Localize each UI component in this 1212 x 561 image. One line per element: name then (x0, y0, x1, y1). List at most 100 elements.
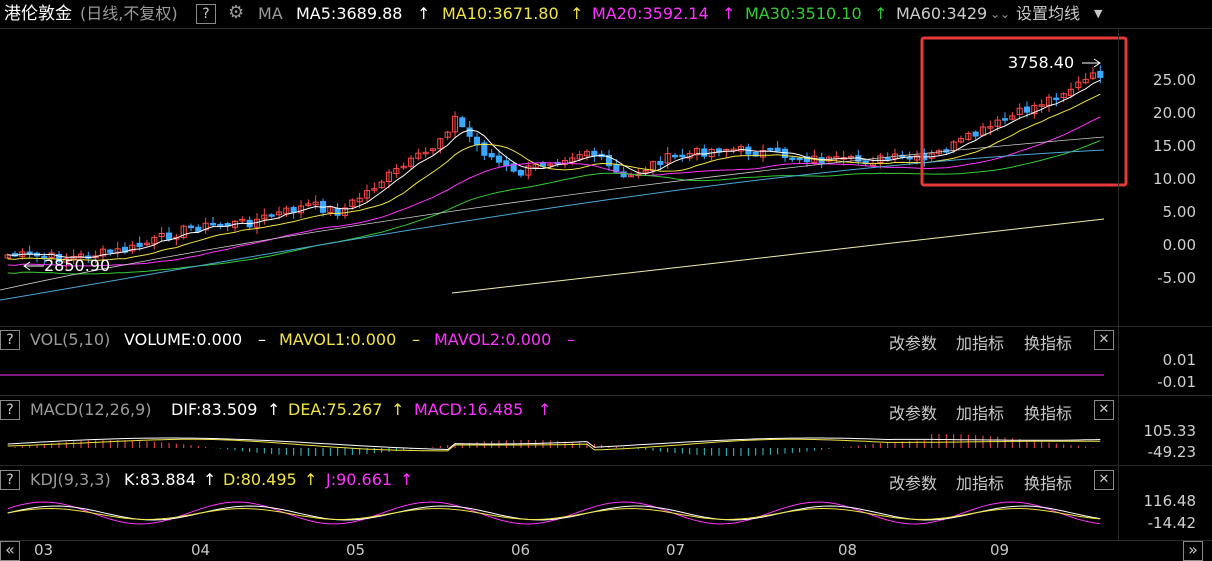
candle-body (473, 136, 481, 146)
chevron-down-icon[interactable]: ⌄⌄ (990, 7, 1011, 21)
vol-indicator-name[interactable]: VOL(5,10) (30, 330, 111, 349)
gear-icon[interactable]: ⚙ (228, 2, 245, 23)
vol-add-indicator-button[interactable]: 加指标 (956, 334, 1005, 353)
macd-add-indicator-button[interactable]: 加指标 (956, 404, 1005, 423)
y-tick: 5.00 (1162, 203, 1196, 221)
ma20-up-arrow-icon: ↑ (722, 4, 736, 23)
macd-panel-divider (0, 395, 1212, 396)
macd-help-button[interactable]: ? (0, 400, 20, 420)
candle-body (444, 131, 451, 138)
candle-body (495, 155, 503, 163)
macd-y-tick: 105.33 (1143, 422, 1197, 440)
macd-value: MACD:16.485 (414, 400, 524, 419)
header-divider (0, 28, 1212, 29)
x-axis-divider (0, 540, 1212, 541)
macd-swap-indicator-button[interactable]: 换指标 (1024, 404, 1073, 423)
candle-body (737, 146, 745, 152)
mavol1-dash: – (412, 330, 420, 349)
vol-close-icon[interactable]: ✕ (1094, 330, 1114, 350)
vol-swap-indicator-button[interactable]: 换指标 (1024, 334, 1073, 353)
candle-body (796, 157, 803, 161)
x-month-label: 08 (838, 541, 858, 559)
y-axis-divider (1118, 28, 1119, 540)
vol-y-tick: -0.01 (1157, 373, 1196, 391)
candle-body (77, 253, 85, 259)
y-tick: 10.00 (1153, 170, 1196, 188)
candle-body (987, 126, 994, 129)
dropdown-caret-icon[interactable]: ▼ (1094, 7, 1103, 20)
y-tick: -5.00 (1157, 269, 1196, 287)
candle-body (356, 197, 363, 203)
candle-body (400, 165, 407, 169)
candle-body (151, 236, 158, 245)
candle-body (217, 223, 224, 227)
candle-body (627, 174, 635, 178)
candle-body (1075, 81, 1082, 89)
macd-indicator-name[interactable]: MACD(12,26,9) (30, 400, 152, 419)
candle-body (730, 148, 737, 152)
candle-body (437, 138, 444, 150)
candle-body (671, 154, 679, 158)
candle-body (1097, 70, 1104, 78)
kdj-swap-indicator-button[interactable]: 换指标 (1024, 474, 1073, 493)
candle-body (393, 168, 400, 175)
candle-body (136, 242, 143, 248)
header-help-button[interactable]: ? (196, 4, 216, 24)
candle-body (547, 163, 554, 167)
candle-body (327, 206, 334, 214)
x-month-label: 06 (511, 541, 531, 559)
k-value: K:83.884 (124, 470, 196, 489)
x-month-label: 07 (666, 541, 686, 559)
candle-body (349, 199, 356, 207)
candle-body (239, 218, 246, 222)
vol-help-button[interactable]: ? (0, 330, 20, 350)
candle-body (576, 154, 583, 160)
candle-body (99, 248, 107, 257)
candle-body (187, 225, 195, 229)
candle-body (312, 201, 319, 206)
volume-value: VOLUME:0.000 (124, 330, 243, 349)
candle-body (290, 206, 297, 213)
candle-body (297, 205, 305, 214)
kdj-add-indicator-button[interactable]: 加指标 (956, 474, 1005, 493)
k-up-arrow-icon: ↑ (203, 470, 217, 489)
x-month-label: 05 (346, 541, 366, 559)
kdj-close-icon[interactable]: ✕ (1094, 470, 1114, 490)
dea-up-arrow-icon: ↑ (391, 400, 405, 419)
scroll-left-button[interactable]: « (0, 541, 20, 561)
ma10-line (7, 93, 1101, 261)
candle-body (965, 132, 972, 140)
vol-params-button[interactable]: 改参数 (889, 334, 938, 353)
volume-dash: – (258, 330, 266, 349)
candle-body (385, 171, 393, 182)
ma-long-line (0, 136, 1105, 291)
instrument-title: 港伦敦金 (4, 4, 72, 24)
vol-panel-divider (0, 326, 1212, 327)
ma20-line (7, 116, 1101, 267)
ma5-line (7, 79, 1101, 259)
candle-body (994, 119, 1001, 127)
scroll-right-button[interactable]: » (1183, 541, 1203, 561)
candle-body (972, 131, 979, 137)
kdj-indicator-name[interactable]: KDJ(9,3,3) (30, 470, 111, 489)
kdj-params-button[interactable]: 改参数 (889, 474, 938, 493)
candle-body (649, 161, 657, 172)
candle-body (363, 190, 371, 199)
kdj-help-button[interactable]: ? (0, 470, 20, 490)
candle-body (510, 163, 517, 172)
macd-close-icon[interactable]: ✕ (1094, 400, 1114, 420)
candle-body (679, 154, 686, 158)
vol-y-tick: 0.01 (1162, 351, 1196, 369)
candle-body (466, 127, 473, 137)
macd-params-button[interactable]: 改参数 (889, 404, 938, 423)
candle-body (591, 150, 598, 157)
candle-body (143, 242, 151, 246)
ma60-line (0, 149, 1105, 301)
ma-extra-line (451, 218, 1105, 294)
kdj-panel-divider (0, 465, 1212, 466)
candle-body (459, 117, 466, 128)
candle-body (517, 169, 525, 176)
ma-settings-button[interactable]: 设置均线 (1016, 4, 1081, 23)
candle-body (833, 156, 840, 159)
